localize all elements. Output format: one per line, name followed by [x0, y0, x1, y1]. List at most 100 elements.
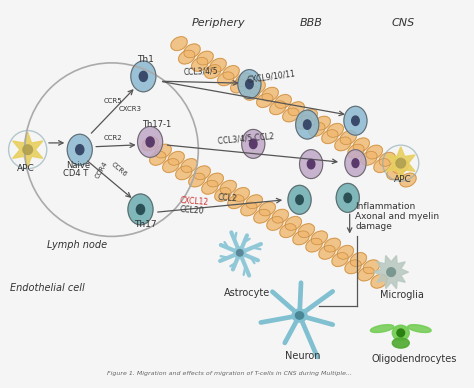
- Ellipse shape: [298, 224, 314, 237]
- Ellipse shape: [168, 151, 184, 165]
- Text: CXCR3: CXCR3: [118, 106, 141, 112]
- Ellipse shape: [137, 126, 163, 158]
- Ellipse shape: [128, 194, 153, 225]
- Ellipse shape: [23, 145, 33, 154]
- Ellipse shape: [293, 231, 309, 245]
- Ellipse shape: [231, 79, 247, 93]
- Ellipse shape: [189, 173, 205, 187]
- Text: Lymph node: Lymph node: [47, 240, 107, 250]
- Ellipse shape: [322, 130, 338, 144]
- Ellipse shape: [306, 238, 322, 252]
- Ellipse shape: [259, 202, 275, 216]
- Text: Th1: Th1: [137, 55, 154, 64]
- Ellipse shape: [146, 137, 154, 147]
- Text: APC: APC: [394, 175, 412, 184]
- Ellipse shape: [150, 151, 166, 165]
- Ellipse shape: [267, 217, 283, 230]
- Ellipse shape: [307, 159, 315, 169]
- Ellipse shape: [275, 95, 292, 108]
- Ellipse shape: [142, 137, 158, 151]
- Ellipse shape: [361, 151, 377, 165]
- Ellipse shape: [202, 180, 218, 194]
- Ellipse shape: [280, 224, 296, 237]
- Ellipse shape: [285, 217, 301, 230]
- Text: CNS: CNS: [391, 18, 414, 28]
- Ellipse shape: [207, 173, 223, 187]
- Ellipse shape: [327, 123, 343, 137]
- Text: CCL3/4/5: CCL3/4/5: [184, 66, 219, 76]
- Ellipse shape: [241, 202, 257, 216]
- Ellipse shape: [392, 338, 409, 348]
- Ellipse shape: [396, 158, 406, 168]
- Ellipse shape: [337, 246, 354, 259]
- Ellipse shape: [76, 145, 84, 155]
- Ellipse shape: [370, 325, 394, 333]
- Ellipse shape: [296, 195, 303, 204]
- Text: Oligodendrocytes: Oligodendrocytes: [372, 354, 457, 364]
- Ellipse shape: [348, 144, 364, 158]
- Ellipse shape: [374, 159, 390, 173]
- Ellipse shape: [314, 116, 330, 130]
- Ellipse shape: [352, 159, 359, 168]
- Ellipse shape: [296, 115, 312, 129]
- Ellipse shape: [324, 238, 340, 252]
- Ellipse shape: [345, 150, 366, 177]
- Ellipse shape: [335, 137, 351, 151]
- Ellipse shape: [197, 51, 213, 65]
- Text: damage: damage: [356, 222, 392, 231]
- Text: CCR6: CCR6: [109, 161, 128, 178]
- Ellipse shape: [131, 61, 156, 92]
- Text: CD4 T: CD4 T: [64, 169, 89, 178]
- Ellipse shape: [319, 246, 335, 259]
- Ellipse shape: [345, 260, 361, 274]
- Ellipse shape: [218, 72, 234, 86]
- Ellipse shape: [352, 116, 359, 125]
- Ellipse shape: [336, 184, 359, 212]
- Text: CXCL9/10/11: CXCL9/10/11: [246, 68, 296, 84]
- Ellipse shape: [139, 71, 147, 81]
- Ellipse shape: [350, 253, 366, 267]
- Text: Endothelial cell: Endothelial cell: [10, 283, 85, 293]
- Polygon shape: [374, 256, 409, 289]
- Text: CCL2: CCL2: [218, 193, 237, 204]
- Ellipse shape: [171, 37, 187, 50]
- Ellipse shape: [272, 209, 289, 223]
- Ellipse shape: [249, 139, 257, 149]
- Ellipse shape: [400, 173, 416, 187]
- Polygon shape: [387, 147, 415, 180]
- Ellipse shape: [262, 87, 278, 101]
- Ellipse shape: [155, 144, 171, 158]
- Text: CCR2: CCR2: [104, 135, 122, 141]
- Ellipse shape: [237, 249, 243, 256]
- Ellipse shape: [292, 309, 307, 322]
- Polygon shape: [13, 132, 43, 167]
- Ellipse shape: [332, 253, 348, 267]
- Ellipse shape: [295, 312, 304, 319]
- Text: Inflammation: Inflammation: [356, 203, 416, 211]
- Ellipse shape: [184, 44, 200, 58]
- Text: Th17-1: Th17-1: [142, 121, 172, 130]
- Ellipse shape: [137, 204, 145, 215]
- Ellipse shape: [246, 195, 263, 209]
- Ellipse shape: [223, 66, 239, 80]
- Text: CCL20: CCL20: [179, 204, 204, 215]
- Ellipse shape: [244, 87, 260, 100]
- Ellipse shape: [392, 159, 409, 173]
- Ellipse shape: [301, 109, 318, 123]
- Text: APC: APC: [17, 164, 35, 173]
- Ellipse shape: [194, 166, 210, 180]
- Text: Neuron: Neuron: [285, 351, 320, 361]
- Ellipse shape: [242, 130, 265, 158]
- Ellipse shape: [309, 123, 325, 136]
- Ellipse shape: [233, 187, 249, 201]
- Ellipse shape: [358, 267, 374, 281]
- Ellipse shape: [353, 138, 369, 152]
- Text: CXCL12: CXCL12: [179, 196, 209, 206]
- Ellipse shape: [220, 180, 237, 194]
- Text: Axonal and myelin: Axonal and myelin: [356, 212, 439, 221]
- Ellipse shape: [163, 159, 179, 173]
- Ellipse shape: [340, 131, 356, 144]
- Text: Naive: Naive: [66, 161, 91, 170]
- Ellipse shape: [344, 106, 367, 135]
- Ellipse shape: [371, 274, 387, 288]
